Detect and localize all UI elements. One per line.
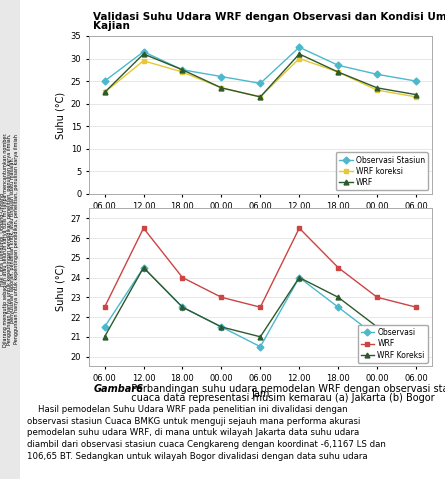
Text: b: b: [413, 340, 423, 354]
Text: Penggunaan hanya untuk kepentingan pendidikan, penelitian, penulisan karya ilmia: Penggunaan hanya untuk kepentingan pendi…: [7, 134, 12, 345]
Legend: Observasi, WRF, WRF Koreksi: Observasi, WRF, WRF Koreksi: [357, 325, 428, 363]
X-axis label: Jam: Jam: [251, 216, 270, 226]
Text: Gambar6: Gambar6: [93, 384, 143, 394]
Y-axis label: Suhu (°C): Suhu (°C): [55, 264, 65, 311]
Text: Penggunaan hanya untuk kepentingan pendidikan, penelitian, penulisan karya ilmia: Penggunaan hanya untuk kepentingan pendi…: [14, 135, 19, 344]
X-axis label: Jam: Jam: [251, 388, 270, 399]
Text: Validasi Suhu Udara WRF dengan Observasi dan Kondisi Umum Wilayah: Validasi Suhu Udara WRF dengan Observasi…: [93, 12, 445, 22]
Text: penyusunan laporan, penulisan kritik, atau tinjauan suatu masalah.: penyusunan laporan, penulisan kritik, at…: [10, 157, 16, 322]
Text: Hak Cipta Dilindungi. Undang-Undang: Hak Cipta Dilindungi. Undang-Undang: [0, 193, 5, 286]
Text: Hasil pemodelan Suhu Udara WRF pada penelitian ini divalidasi dengan
observasi s: Hasil pemodelan Suhu Udara WRF pada pene…: [27, 405, 385, 461]
Text: cuaca data representasi musim kemarau (a) Jakarta (b) Bogor: cuaca data representasi musim kemarau (a…: [125, 393, 435, 403]
Y-axis label: Suhu (°C): Suhu (°C): [55, 91, 65, 138]
Text: Dilarang mengutip sebagian atau seluruh karya tulis ini tanpa mencantumkan nombe: Dilarang mengutip sebagian atau seluruh …: [3, 132, 8, 347]
Text: Perbandingan suhu udara pemodelan WRF dengan observasi stasiun: Perbandingan suhu udara pemodelan WRF de…: [125, 384, 445, 394]
Text: Kajian: Kajian: [93, 21, 130, 31]
Legend: Observasi Stasiun, WRF koreksi, WRF: Observasi Stasiun, WRF koreksi, WRF: [336, 152, 428, 190]
Text: a: a: [413, 167, 423, 182]
